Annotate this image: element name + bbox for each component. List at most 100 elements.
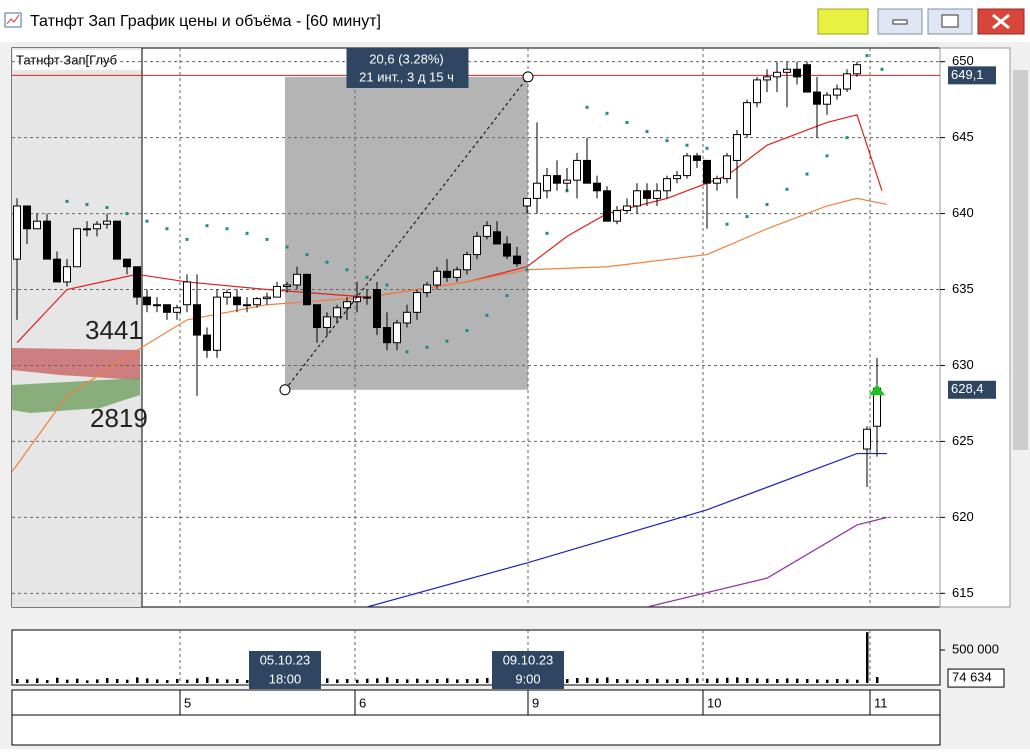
volume-bar: [746, 678, 749, 683]
candle-body: [23, 205, 31, 230]
candle-body: [573, 159, 581, 181]
volume-bar: [606, 677, 609, 683]
candle-body: [293, 273, 301, 286]
volume-bar: [816, 679, 819, 683]
sar-dot: [425, 345, 429, 349]
close-icon: [992, 13, 1010, 30]
volume-bar: [376, 678, 379, 683]
measure-label: 20,6 (3.28%): [369, 51, 443, 66]
candle-body: [713, 178, 721, 184]
candle-body: [173, 307, 181, 313]
y-tick-label: 635: [952, 281, 974, 296]
candle-body: [843, 73, 851, 90]
volume-bar: [416, 678, 419, 683]
link-button[interactable]: [817, 8, 869, 35]
candle-body: [603, 190, 611, 222]
sar-dot: [285, 245, 289, 249]
candle-body: [613, 210, 621, 222]
volume-bar: [566, 679, 569, 683]
volume-bar: [106, 678, 109, 683]
candle-body: [283, 284, 291, 287]
volume-bar: [336, 679, 339, 683]
candle-body: [383, 327, 391, 344]
price-marker: [948, 380, 996, 399]
sar-dot: [385, 283, 389, 287]
volume-bar: [156, 679, 159, 683]
volume-bar: [686, 678, 689, 683]
volume-bar: [656, 678, 659, 683]
sar-dot: [785, 187, 789, 191]
volume-bar: [186, 679, 189, 683]
volume-bar: [576, 678, 579, 683]
candle-body: [163, 304, 171, 313]
chart-title: Татнфт Зап[Глуб: [16, 52, 117, 67]
sar-dot: [825, 154, 829, 158]
sar-dot: [505, 294, 509, 298]
volume-bar: [236, 679, 239, 683]
candle-body: [633, 190, 641, 207]
candle-body: [653, 190, 661, 199]
candle-body: [583, 159, 591, 184]
candle-body: [33, 220, 41, 230]
overlay: 20,6 (3.28%) 21 инт., 3 д 15 ч: [279, 48, 534, 396]
candle-body: [783, 68, 791, 73]
volume-bar: [856, 679, 859, 683]
y-tick-label: 625: [952, 433, 974, 448]
volume-bar: [876, 677, 879, 683]
candle-body: [423, 284, 431, 294]
candle-body: [803, 64, 811, 93]
sar-dot: [545, 231, 549, 235]
candle-body: [673, 175, 681, 180]
volume-bar: [326, 678, 329, 683]
candle-body: [213, 296, 221, 351]
measure-box: [346, 48, 469, 88]
candle-body: [73, 228, 81, 268]
volume-bar: [426, 679, 429, 683]
volume-bar: [776, 679, 779, 683]
candle-body: [203, 334, 211, 351]
candle-body: [133, 266, 141, 298]
candle-body: [83, 228, 91, 231]
sar-dot: [665, 139, 669, 143]
volume-bar: [346, 679, 349, 683]
y-tick-label: 615: [952, 585, 974, 600]
candle-body: [313, 304, 321, 328]
sar-dot: [845, 136, 849, 140]
sar-dot: [525, 268, 529, 272]
volume-bar: [616, 679, 619, 683]
candle-body: [63, 266, 71, 283]
volume-bar: [146, 678, 149, 683]
indicator-line: [646, 516, 888, 607]
volume-bar: [826, 679, 829, 683]
sar-dot: [445, 339, 449, 343]
sar-dot: [105, 205, 109, 209]
volume-bar: [676, 679, 679, 683]
sar-dot: [325, 260, 329, 264]
candle-body: [533, 182, 541, 199]
volume-bar: [476, 678, 479, 683]
x-tick-label: 10: [707, 695, 721, 710]
candle-body: [363, 296, 371, 299]
sar-dot: [465, 329, 469, 333]
volume-bar: [136, 677, 139, 683]
cursor-date-box: [249, 651, 321, 689]
sar-dot: [605, 111, 609, 115]
scroll-thumb[interactable]: [1013, 70, 1028, 450]
chart-title-box: [13, 50, 141, 70]
volume-bar: [126, 679, 129, 683]
candle-body: [703, 159, 711, 184]
candle-body: [323, 316, 331, 329]
app-icon: [4, 12, 22, 28]
profile-green: [12, 378, 140, 413]
candle-body: [553, 175, 561, 184]
candle-body: [643, 190, 651, 199]
volume-bar: [736, 677, 739, 683]
price-marker-label: 649,1: [951, 67, 984, 82]
sar-dot: [145, 219, 149, 223]
candle-body: [853, 64, 861, 75]
y-tick-label: 620: [952, 509, 974, 524]
sar-dot: [85, 202, 89, 206]
volume-bar: [226, 679, 229, 683]
candle-body: [473, 235, 481, 256]
